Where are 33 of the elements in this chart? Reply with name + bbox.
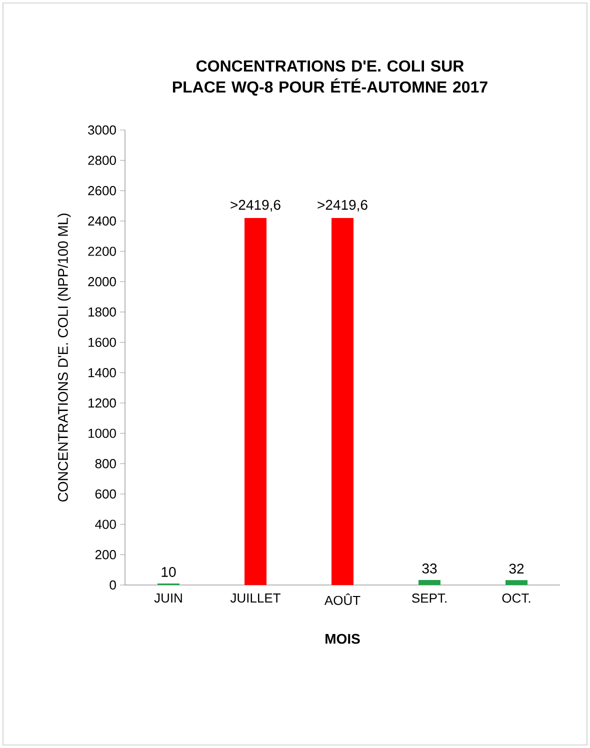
chart-title: CONCENTRATIONS D'E. COLI SUR PLACE WQ-8 POUR ÉTÉ-AUTOMNE 2017: [172, 60, 488, 96]
y-tick-label: 800: [95, 459, 116, 468]
data-label: 10: [162, 567, 176, 577]
x-tick-label: JUILLET: [230, 594, 280, 603]
y-tick-label: 1200: [88, 398, 116, 408]
data-label: >2419,6: [318, 200, 368, 212]
x-tick-label: AOÛT: [324, 594, 360, 606]
bar: [332, 218, 354, 585]
y-tick-label: 2800: [88, 156, 116, 165]
data-label: 32: [509, 564, 524, 574]
y-tick-label: 200: [95, 550, 116, 560]
y-tick-label: 2000: [88, 277, 116, 286]
bar: [418, 580, 440, 585]
y-tick-label: 600: [95, 489, 116, 499]
bar: [244, 218, 266, 585]
y-tick-label: 3000: [88, 125, 116, 135]
y-tick-label: 1600: [88, 338, 116, 347]
y-tick-label: 1800: [88, 307, 116, 317]
data-label: 33: [422, 564, 437, 574]
y-axis-title: CONCENTRATIONS D'E. COLI (NPP/100 ML): [58, 214, 71, 502]
y-tick-label: 1000: [88, 428, 116, 438]
x-tick-label: JUIN: [154, 594, 182, 603]
y-tick-label: 400: [95, 520, 116, 529]
x-tick-label: SEPT.: [412, 594, 446, 603]
y-tick-label: 2200: [88, 246, 116, 256]
y-tick-label: 2600: [88, 186, 116, 196]
x-axis-title: MOIS: [326, 634, 360, 644]
bar: [506, 580, 528, 585]
data-label: >2419,6: [230, 200, 280, 212]
y-tick-label: 1400: [88, 368, 116, 378]
y-tick-label: 2400: [88, 216, 116, 226]
y-tick-label: 0: [110, 580, 116, 590]
x-tick-label: OCT.: [502, 594, 530, 603]
